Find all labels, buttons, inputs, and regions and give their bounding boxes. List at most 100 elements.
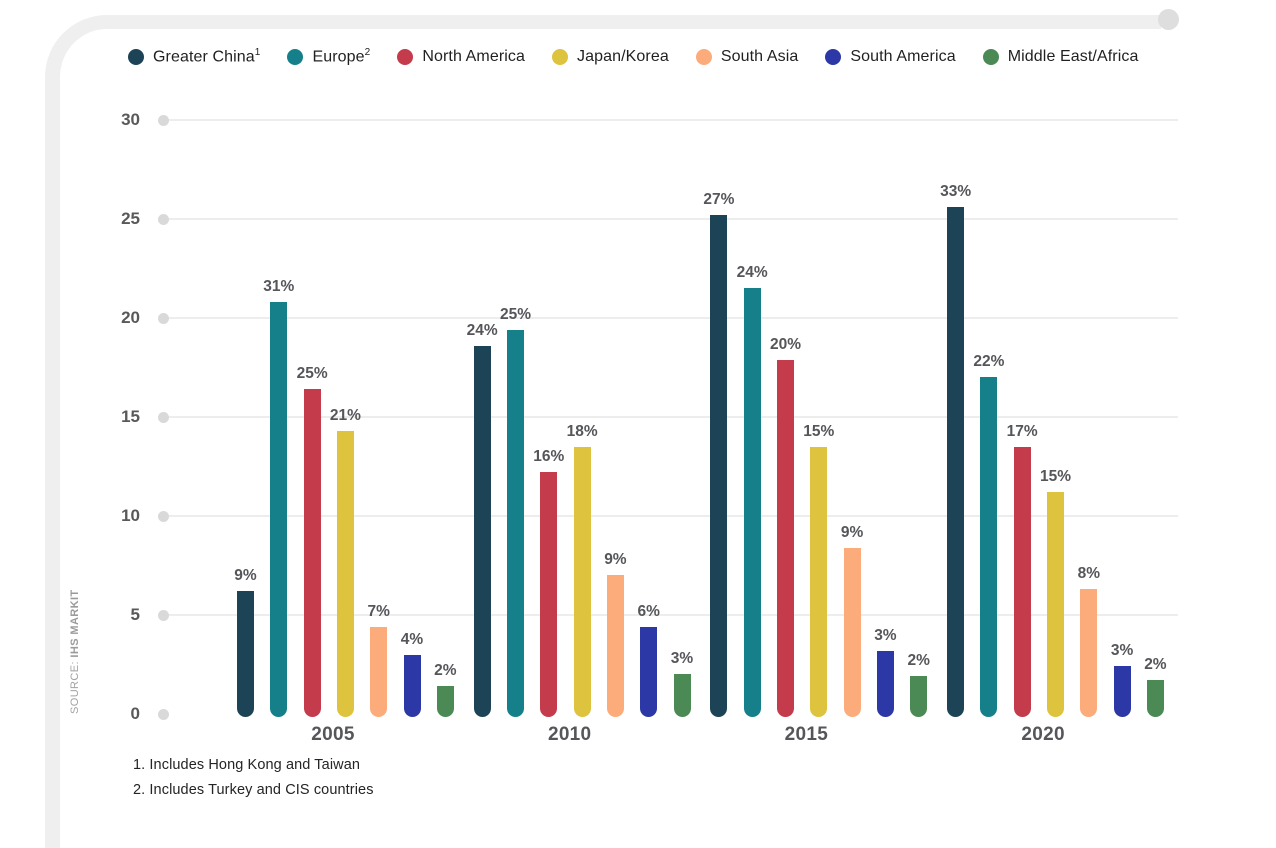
bar-value-label: 4% <box>400 630 424 648</box>
bar-2020-middle-east-africa <box>1146 680 1164 717</box>
bar-value-label: 9% <box>840 523 864 541</box>
bar-value-label: 33% <box>940 183 972 201</box>
footnotes: 1. Includes Hong Kong and Taiwan 2. Incl… <box>133 753 374 803</box>
bar-2015-south-america <box>876 650 894 717</box>
legend-item-2: Europe2 <box>287 47 370 66</box>
bar-2020-north-america <box>1013 446 1031 717</box>
legend-item-6: South America <box>825 48 956 66</box>
y-axis-tick-label: 30 <box>121 110 140 129</box>
bar-2015-europe <box>743 288 761 717</box>
bar-2020-greater-china <box>947 207 965 717</box>
gridline-10 <box>158 515 1178 517</box>
legend-item-label: Japan/Korea <box>577 48 669 65</box>
bar-value-label: 3% <box>1110 642 1134 660</box>
gridline-dot-15 <box>157 411 169 423</box>
legend-item-7: Middle East/Africa <box>982 48 1139 66</box>
bar-2010-north-america <box>540 472 558 717</box>
gridline-dot-5 <box>157 609 169 621</box>
bar-value-label: 31% <box>263 278 295 296</box>
legend: Greater China1 Europe2 North America Japan/… <box>128 46 1138 68</box>
bar-value-label: 27% <box>703 191 735 209</box>
bar-value-label: 25% <box>499 305 532 323</box>
bar-2010-europe <box>507 329 524 717</box>
bar-value-label: 20% <box>769 335 802 353</box>
bar-2015-north-america <box>777 359 794 717</box>
bar-2015-japan-korea <box>810 446 828 717</box>
y-axis-tick-label: 10 <box>121 506 140 525</box>
legend-swatch-icon <box>825 49 842 65</box>
legend-swatch-icon <box>695 49 712 65</box>
gridline-30 <box>158 119 1178 121</box>
y-axis-tick-label: 20 <box>121 308 140 327</box>
bar-2005-south-asia <box>370 626 388 717</box>
bar-value-label: 8% <box>1077 565 1100 583</box>
bar-2005-japan-korea <box>336 430 354 717</box>
bar-value-label: 2% <box>907 652 930 670</box>
bar-value-label: 15% <box>1039 468 1072 486</box>
source-prefix: SOURCE: <box>69 661 81 714</box>
legend-item-4: Japan/Korea <box>552 48 669 66</box>
y-axis-tick-label: 15 <box>121 407 140 426</box>
bar-2005-south-america <box>403 654 421 717</box>
bar-2010-japan-korea <box>573 446 591 717</box>
x-axis-label-2005: 2005 <box>311 724 355 745</box>
legend-item-label: South Asia <box>720 48 799 65</box>
legend-swatch-icon <box>128 48 144 65</box>
bar-value-label: 7% <box>367 602 390 620</box>
legend-swatch-icon <box>552 49 569 65</box>
gridline-5 <box>158 614 1178 616</box>
gridline-dot-20 <box>157 312 169 324</box>
bar-2020-europe <box>980 377 998 717</box>
legend-item-label: Europe2 <box>312 47 371 66</box>
legend-item-1: Greater China1 <box>128 47 260 66</box>
legend-item-3: North America <box>397 48 525 66</box>
bar-2020-japan-korea <box>1047 492 1064 717</box>
bar-2005-north-america <box>303 389 321 717</box>
bar-value-label: 24% <box>736 264 768 282</box>
bar-value-label: 6% <box>637 602 660 620</box>
bar-value-label: 2% <box>1144 656 1167 674</box>
bar-value-label: 3% <box>874 626 897 644</box>
y-axis-tick-label: 25 <box>121 209 140 228</box>
x-axis-label-2020: 2020 <box>1021 724 1065 745</box>
bar-value-label: 15% <box>803 422 835 440</box>
gridline-15 <box>158 416 1178 418</box>
bar-2010-middle-east-africa <box>673 674 691 717</box>
bar-value-label: 17% <box>1006 422 1038 440</box>
gridline-dot-25 <box>157 213 169 225</box>
gridline-dot-0 <box>157 708 169 720</box>
bar-2020-south-america <box>1113 666 1131 717</box>
bar-value-label: 21% <box>329 406 361 424</box>
footnote-2: 2. Includes Turkey and CIS countries <box>133 782 374 798</box>
legend-footnote-ref: 1 <box>254 47 261 59</box>
bar-value-label: 16% <box>533 448 565 466</box>
legend-item-label: South America <box>850 48 956 65</box>
bar-value-label: 9% <box>604 551 627 569</box>
x-axis-label-2015: 2015 <box>784 724 829 745</box>
bar-value-label: 9% <box>234 567 257 585</box>
bar-2015-greater-china <box>710 215 728 717</box>
bar-value-label: 18% <box>566 422 598 440</box>
gridline-25 <box>158 218 1178 220</box>
y-axis-tick-label: 5 <box>130 605 140 624</box>
legend-item-label: Greater China1 <box>153 47 261 66</box>
bar-2015-middle-east-africa <box>910 676 928 717</box>
bar-2005-middle-east-africa <box>436 686 454 717</box>
legend-footnote-ref: 2 <box>364 47 371 59</box>
legend-swatch-icon <box>397 49 414 65</box>
legend-swatch-icon <box>982 49 999 65</box>
y-axis-tick-label: 0 <box>130 704 140 723</box>
bar-value-label: 22% <box>973 353 1005 371</box>
frame-end-dot <box>1158 9 1179 30</box>
legend-item-label: North America <box>422 48 526 65</box>
legend-swatch-icon <box>287 48 304 65</box>
source-name: IHS MARKIT <box>69 589 81 658</box>
legend-item-label: Middle East/Africa <box>1007 48 1139 65</box>
source-note: SOURCE: IHS MARKIT <box>69 572 81 714</box>
gridline-dot-30 <box>157 114 169 126</box>
bar-value-label: 24% <box>466 321 498 339</box>
footnote-1: 1. Includes Hong Kong and Taiwan <box>133 757 361 773</box>
bar-2010-south-asia <box>606 575 624 717</box>
